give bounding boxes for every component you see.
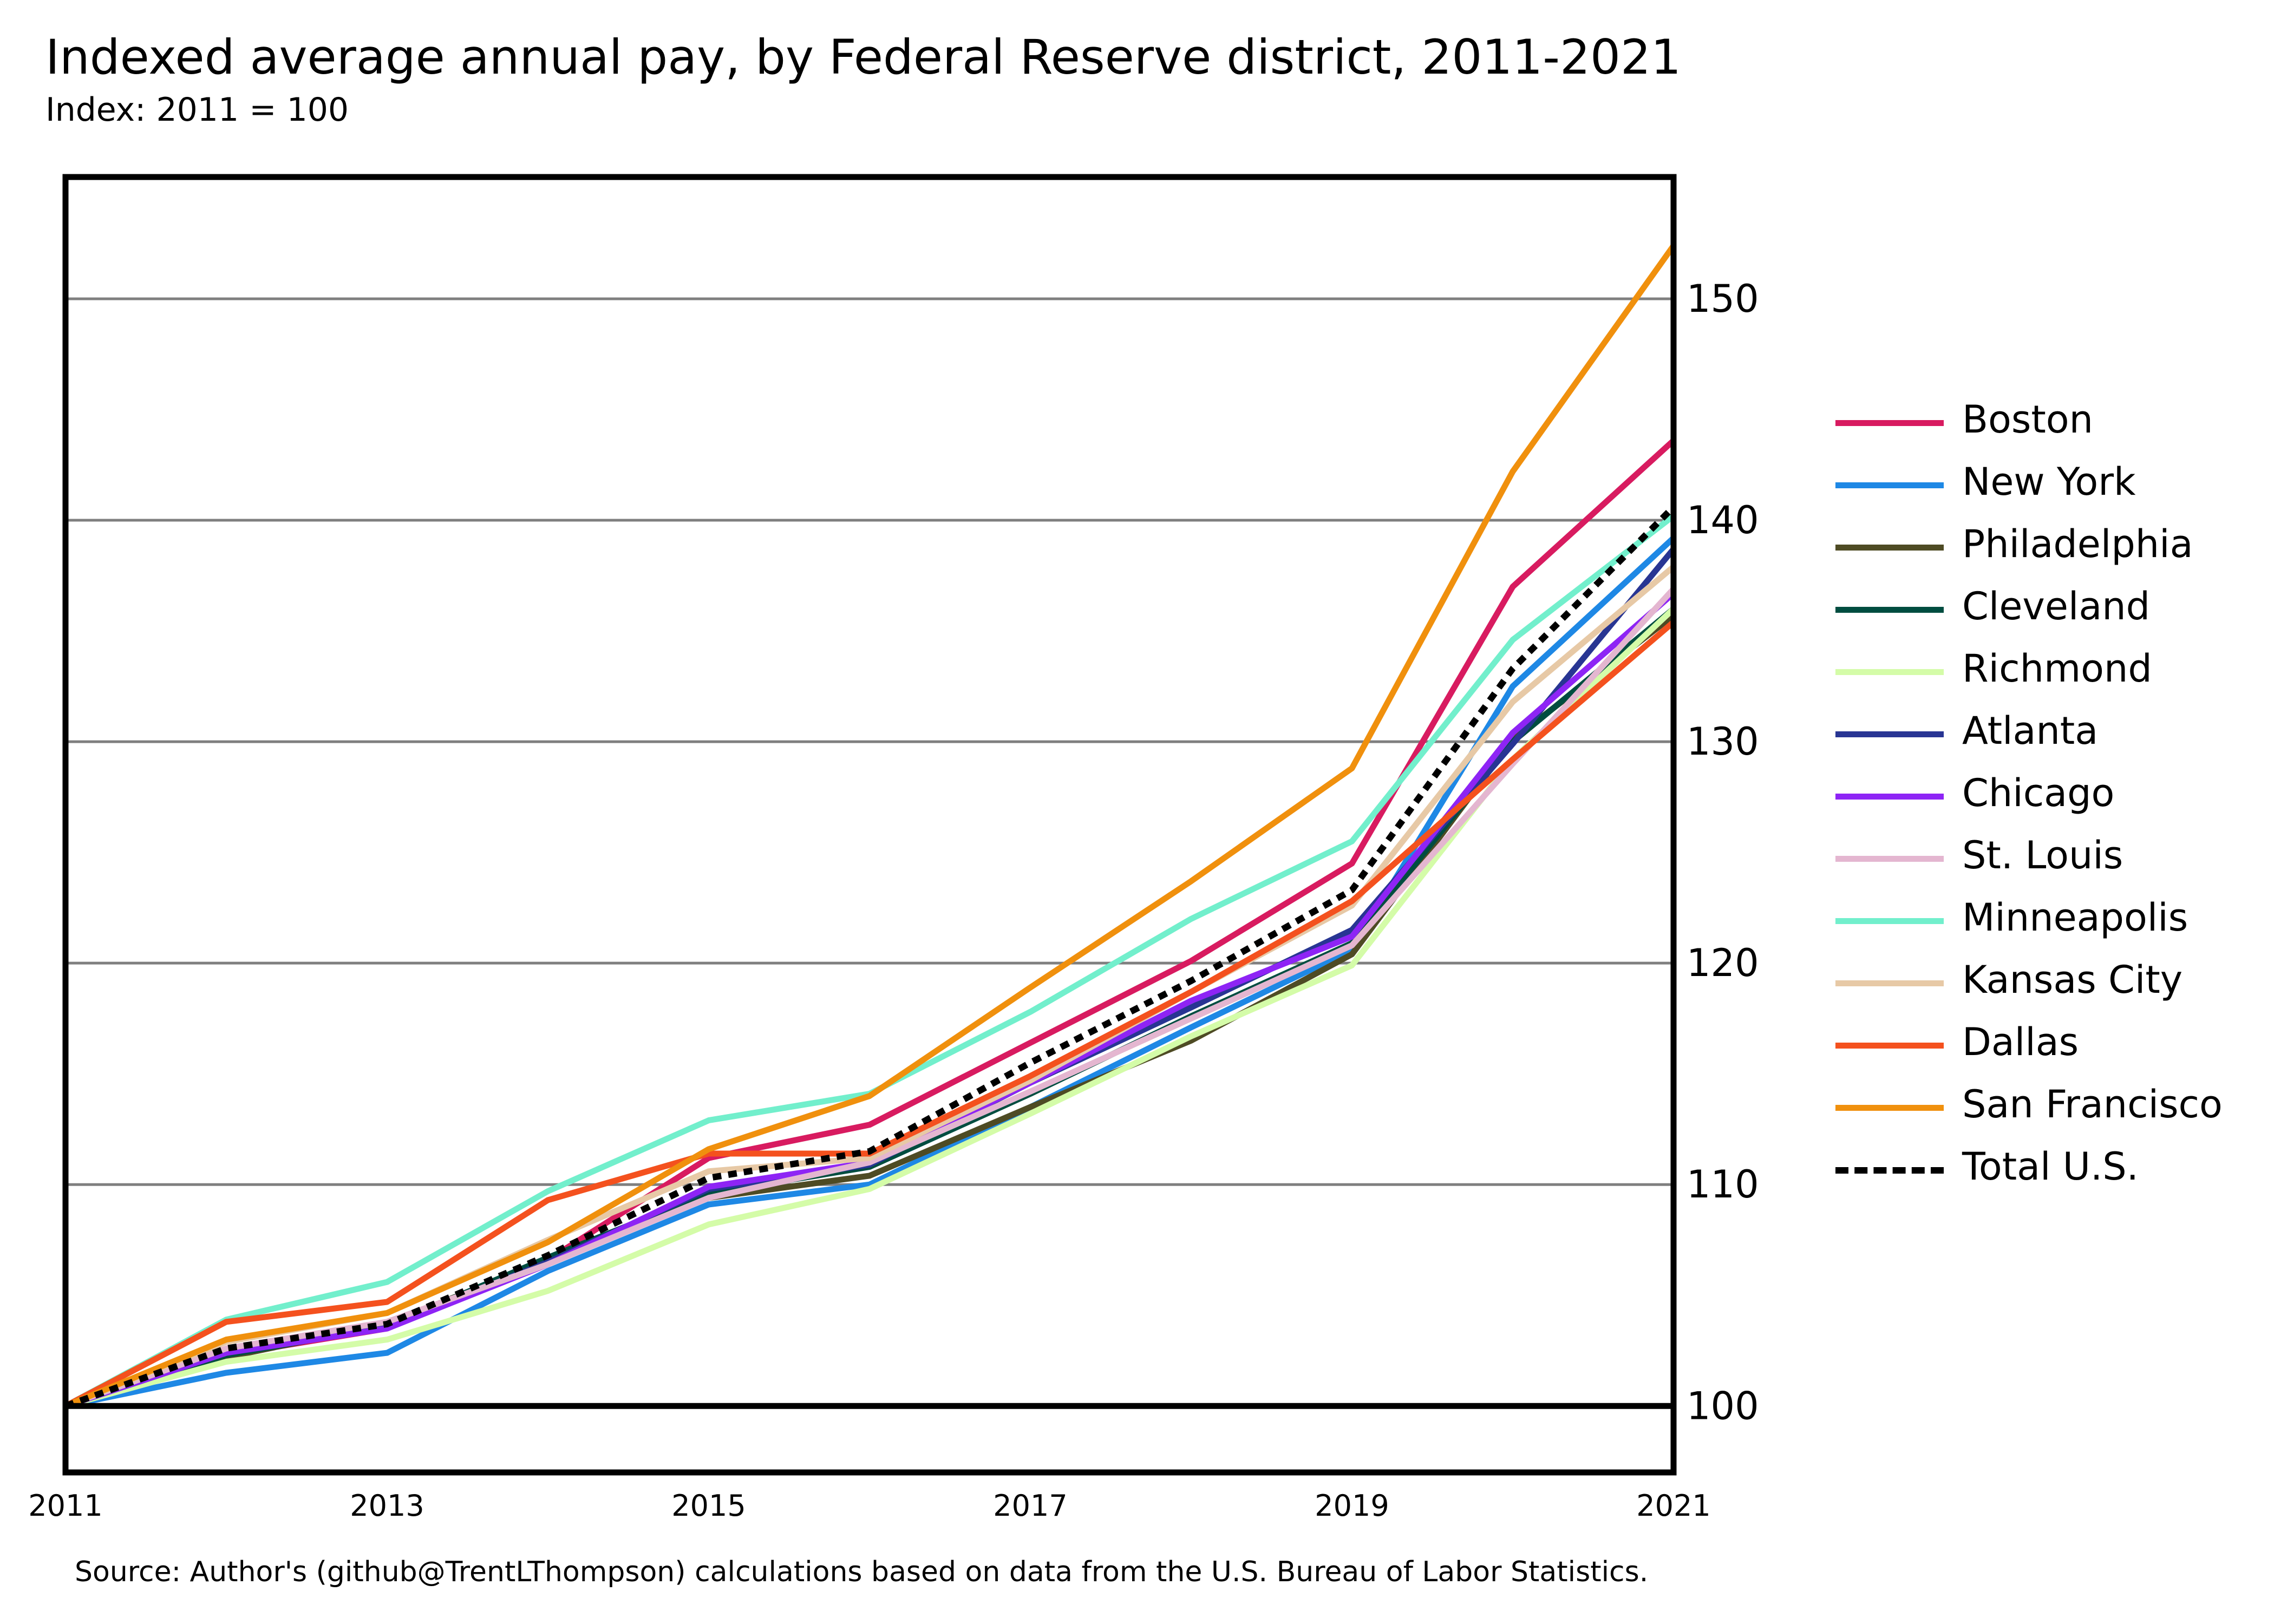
y-tick-label: 120 xyxy=(1687,941,1759,985)
plot-frame xyxy=(62,174,1677,1476)
legend-swatch xyxy=(1835,1105,1944,1111)
legend-label: Atlanta xyxy=(1962,709,2099,753)
series-line-st-louis xyxy=(64,587,1676,1409)
series-lines xyxy=(64,244,1676,1409)
x-tick-label: 2013 xyxy=(350,1489,424,1523)
series-line-richmond xyxy=(64,606,1676,1409)
series-line-san-francisco xyxy=(64,244,1676,1409)
series-line-boston xyxy=(64,438,1676,1409)
series-line-atlanta xyxy=(64,547,1676,1409)
legend-label: Total U.S. xyxy=(1962,1144,2139,1189)
legend-swatch xyxy=(1835,856,1944,862)
x-tick-label: 2019 xyxy=(1315,1489,1389,1523)
y-tick-label: 110 xyxy=(1687,1162,1759,1207)
x-tick-label: 2017 xyxy=(993,1489,1067,1523)
legend-swatch xyxy=(1835,794,1944,800)
legend-label: Chicago xyxy=(1962,771,2115,815)
legend-swatch xyxy=(1835,980,1944,986)
legend-label: Boston xyxy=(1962,397,2093,442)
series-line-chicago xyxy=(64,591,1676,1409)
legend-swatch xyxy=(1835,545,1944,551)
legend-label: New York xyxy=(1962,460,2136,504)
legend-swatch xyxy=(1835,731,1944,737)
legend-label: St. Louis xyxy=(1962,833,2123,878)
y-tick-label: 100 xyxy=(1687,1384,1759,1428)
series-line-minneapolis xyxy=(64,513,1676,1409)
legend-label: Minneapolis xyxy=(1962,895,2188,940)
legend-label: Philadelphia xyxy=(1962,522,2193,566)
x-tick-label: 2021 xyxy=(1636,1489,1710,1523)
series-line-philadelphia xyxy=(64,613,1676,1409)
series-line-new-york xyxy=(64,535,1676,1409)
legend-label: San Francisco xyxy=(1962,1082,2223,1127)
x-tick-label: 2015 xyxy=(671,1489,746,1523)
y-tick-label: 140 xyxy=(1687,498,1759,542)
source-note: Source: Author's (github@TrentLThompson)… xyxy=(75,1556,1649,1588)
legend-label: Cleveland xyxy=(1962,584,2151,628)
legend-swatch xyxy=(1835,1043,1944,1049)
legend-swatch xyxy=(1835,1167,1944,1174)
chart-subtitle: Index: 2011 = 100 xyxy=(45,91,349,129)
y-tick-label: 150 xyxy=(1687,277,1759,321)
series-line-kansas-city xyxy=(64,564,1676,1409)
y-tick-label: 130 xyxy=(1687,719,1759,764)
legend-swatch xyxy=(1835,482,1944,488)
x-axis-ticks: 2011 2013 2015 2017 2019 2021 xyxy=(28,1489,1710,1523)
legend-swatch xyxy=(1835,420,1944,426)
legend-swatch xyxy=(1835,918,1944,924)
legend-label: Richmond xyxy=(1962,646,2152,691)
y-axis-ticks: 100 110 120 130 140 150 xyxy=(1687,277,1759,1428)
x-tick-label: 2011 xyxy=(28,1489,102,1523)
chart-title: Indexed average annual pay, by Federal R… xyxy=(45,29,1682,85)
legend-swatch xyxy=(1835,669,1944,675)
legend-swatch xyxy=(1835,607,1944,613)
legend-label: Dallas xyxy=(1962,1020,2079,1064)
series-line-total-u-s xyxy=(64,505,1676,1409)
legend-label: Kansas City xyxy=(1962,958,2183,1002)
